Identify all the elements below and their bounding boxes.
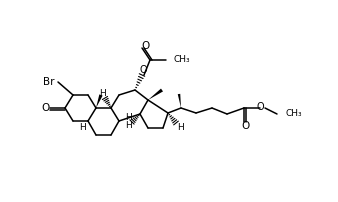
Polygon shape [178, 94, 181, 108]
Text: Br: Br [43, 77, 54, 87]
Text: CH₃: CH₃ [173, 56, 190, 64]
Text: O: O [242, 121, 250, 131]
Text: H: H [80, 123, 87, 133]
Text: H: H [126, 114, 132, 122]
Text: H: H [177, 122, 184, 132]
Text: O: O [139, 65, 147, 75]
Polygon shape [148, 88, 163, 100]
Polygon shape [96, 94, 103, 108]
Text: O: O [256, 102, 264, 112]
Text: O: O [41, 103, 49, 113]
Text: H: H [99, 89, 105, 99]
Text: H: H [125, 121, 131, 130]
Text: CH₃: CH₃ [285, 109, 301, 119]
Text: O: O [142, 41, 150, 51]
